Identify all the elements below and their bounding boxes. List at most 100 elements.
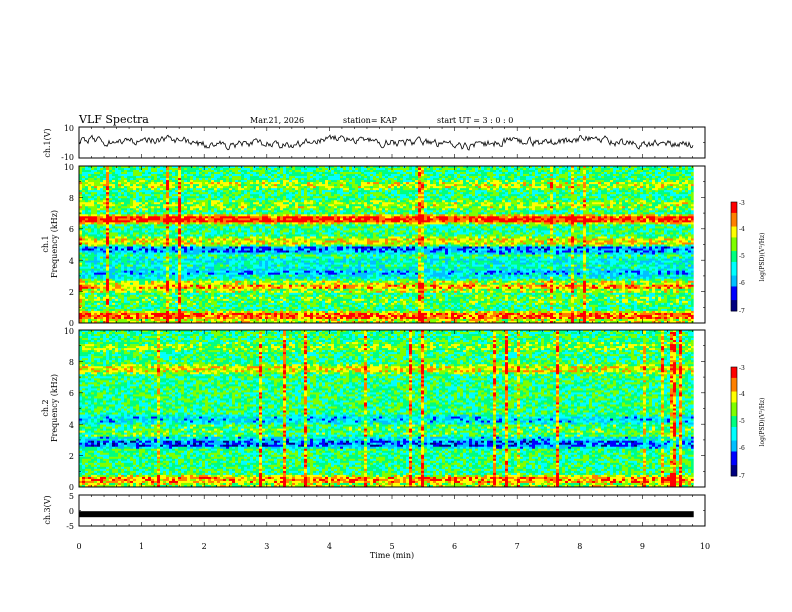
spectrogram-cell	[382, 170, 385, 172]
spectrogram-cell	[205, 174, 208, 176]
spectrogram-cell	[157, 170, 160, 172]
spectrogram-cell	[544, 168, 547, 170]
spectrogram-cell	[376, 170, 379, 172]
spectrogram-cell	[112, 176, 115, 178]
spectrogram-cell	[469, 174, 472, 176]
spectrogram-cell	[442, 174, 445, 176]
spectrogram-cell	[427, 176, 430, 178]
spectrogram-cell	[253, 172, 256, 174]
spectrogram-cell	[223, 170, 226, 172]
spectrogram-cell	[595, 174, 598, 176]
spectrogram-cell	[574, 174, 577, 176]
spectrogram-cell	[196, 174, 199, 176]
spectrogram-cell	[196, 172, 199, 174]
spectrogram-cell	[556, 174, 559, 176]
spectrogram-cell	[232, 174, 235, 176]
spectrogram-cell	[418, 168, 421, 170]
spectrogram-cell	[121, 174, 124, 176]
spectrogram-cell	[436, 168, 439, 170]
spectrogram-cell	[511, 168, 514, 170]
spectrogram-cell	[472, 168, 475, 170]
spectrogram-cell	[469, 170, 472, 172]
spectrogram-cell	[325, 176, 328, 178]
spectrogram-cell	[217, 174, 220, 176]
spectrogram-cell	[460, 172, 463, 174]
spectrogram-cell	[154, 168, 157, 170]
spectrogram-cell	[400, 170, 403, 172]
spectrogram-cell	[238, 168, 241, 170]
spectrogram-cell	[139, 170, 142, 172]
spectrogram-cell	[463, 174, 466, 176]
spectrogram-cell	[472, 172, 475, 174]
spectrogram-cell	[427, 170, 430, 172]
spectrogram-cell	[430, 172, 433, 174]
spectrogram-cell	[136, 174, 139, 176]
spectrogram-cell	[112, 172, 115, 174]
spectrogram-cell	[193, 174, 196, 176]
spectrogram-cell	[619, 172, 622, 174]
spectrogram-cell	[484, 174, 487, 176]
spectrogram-cell	[415, 170, 418, 172]
spectrogram-cell	[247, 172, 250, 174]
spectrogram-cell	[646, 168, 649, 170]
spectrogram-cell	[610, 168, 613, 170]
spectrogram-cell	[469, 168, 472, 170]
spectrogram-cell	[604, 168, 607, 170]
spectrogram-cell	[622, 172, 625, 174]
spectrogram-cell	[514, 172, 517, 174]
spectrogram-cell	[97, 168, 100, 170]
spectrogram-cell	[166, 168, 169, 170]
spectrogram-cell	[685, 170, 688, 172]
spectrogram-cell	[388, 176, 391, 178]
spectrogram-cell	[259, 168, 262, 170]
spectrogram-cell	[253, 170, 256, 172]
spectrogram-cell	[124, 172, 127, 174]
spectrogram-cell	[661, 170, 664, 172]
spectrogram-cell	[154, 172, 157, 174]
spectrogram-cell	[619, 170, 622, 172]
spectrogram-cell	[490, 174, 493, 176]
spectrogram-cell	[250, 170, 253, 172]
spectrogram-cell	[484, 172, 487, 174]
spectrogram-cell	[157, 168, 160, 170]
spectrogram-cell	[550, 168, 553, 170]
spectrogram-cell	[397, 176, 400, 178]
spectrogram-cell	[478, 172, 481, 174]
spectrogram-cell	[394, 172, 397, 174]
spectrogram-cell	[538, 170, 541, 172]
spectrogram-cell	[313, 172, 316, 174]
spectrogram-cell	[199, 174, 202, 176]
spectrogram-cell	[370, 172, 373, 174]
spectrogram-cell	[106, 170, 109, 172]
spectrogram-cell	[481, 174, 484, 176]
spectrogram-cell	[337, 170, 340, 172]
spectrogram-cell	[190, 176, 193, 178]
spectrogram-cell	[679, 172, 682, 174]
spectrogram-cell	[409, 170, 412, 172]
spectrogram-cell	[172, 168, 175, 170]
spectrogram-cell	[247, 168, 250, 170]
spectrogram-cell	[223, 168, 226, 170]
spectrogram-cell	[610, 172, 613, 174]
spectrogram-cell	[403, 176, 406, 178]
spectrogram-cell	[616, 170, 619, 172]
spectrogram-cell	[145, 168, 148, 170]
spectrogram-cell	[406, 176, 409, 178]
spectrogram-cell	[178, 170, 181, 172]
spectrogram-cell	[505, 170, 508, 172]
spectrogram-cell	[250, 172, 253, 174]
spectrogram-cell	[217, 172, 220, 174]
spectrogram-cell	[565, 168, 568, 170]
spectrogram-cell	[382, 172, 385, 174]
spectrogram-cell	[532, 172, 535, 174]
spectrogram-cell	[466, 170, 469, 172]
spectrogram-cell	[358, 168, 361, 170]
spectrogram-cell	[595, 170, 598, 172]
spectrogram-cell	[517, 168, 520, 170]
spectrogram-cell	[223, 172, 226, 174]
spectrogram-cell	[352, 170, 355, 172]
spectrogram-cell	[481, 172, 484, 174]
spectrogram-cell	[118, 170, 121, 172]
spectrogram-cell	[376, 168, 379, 170]
spectrogram-cell	[202, 170, 205, 172]
